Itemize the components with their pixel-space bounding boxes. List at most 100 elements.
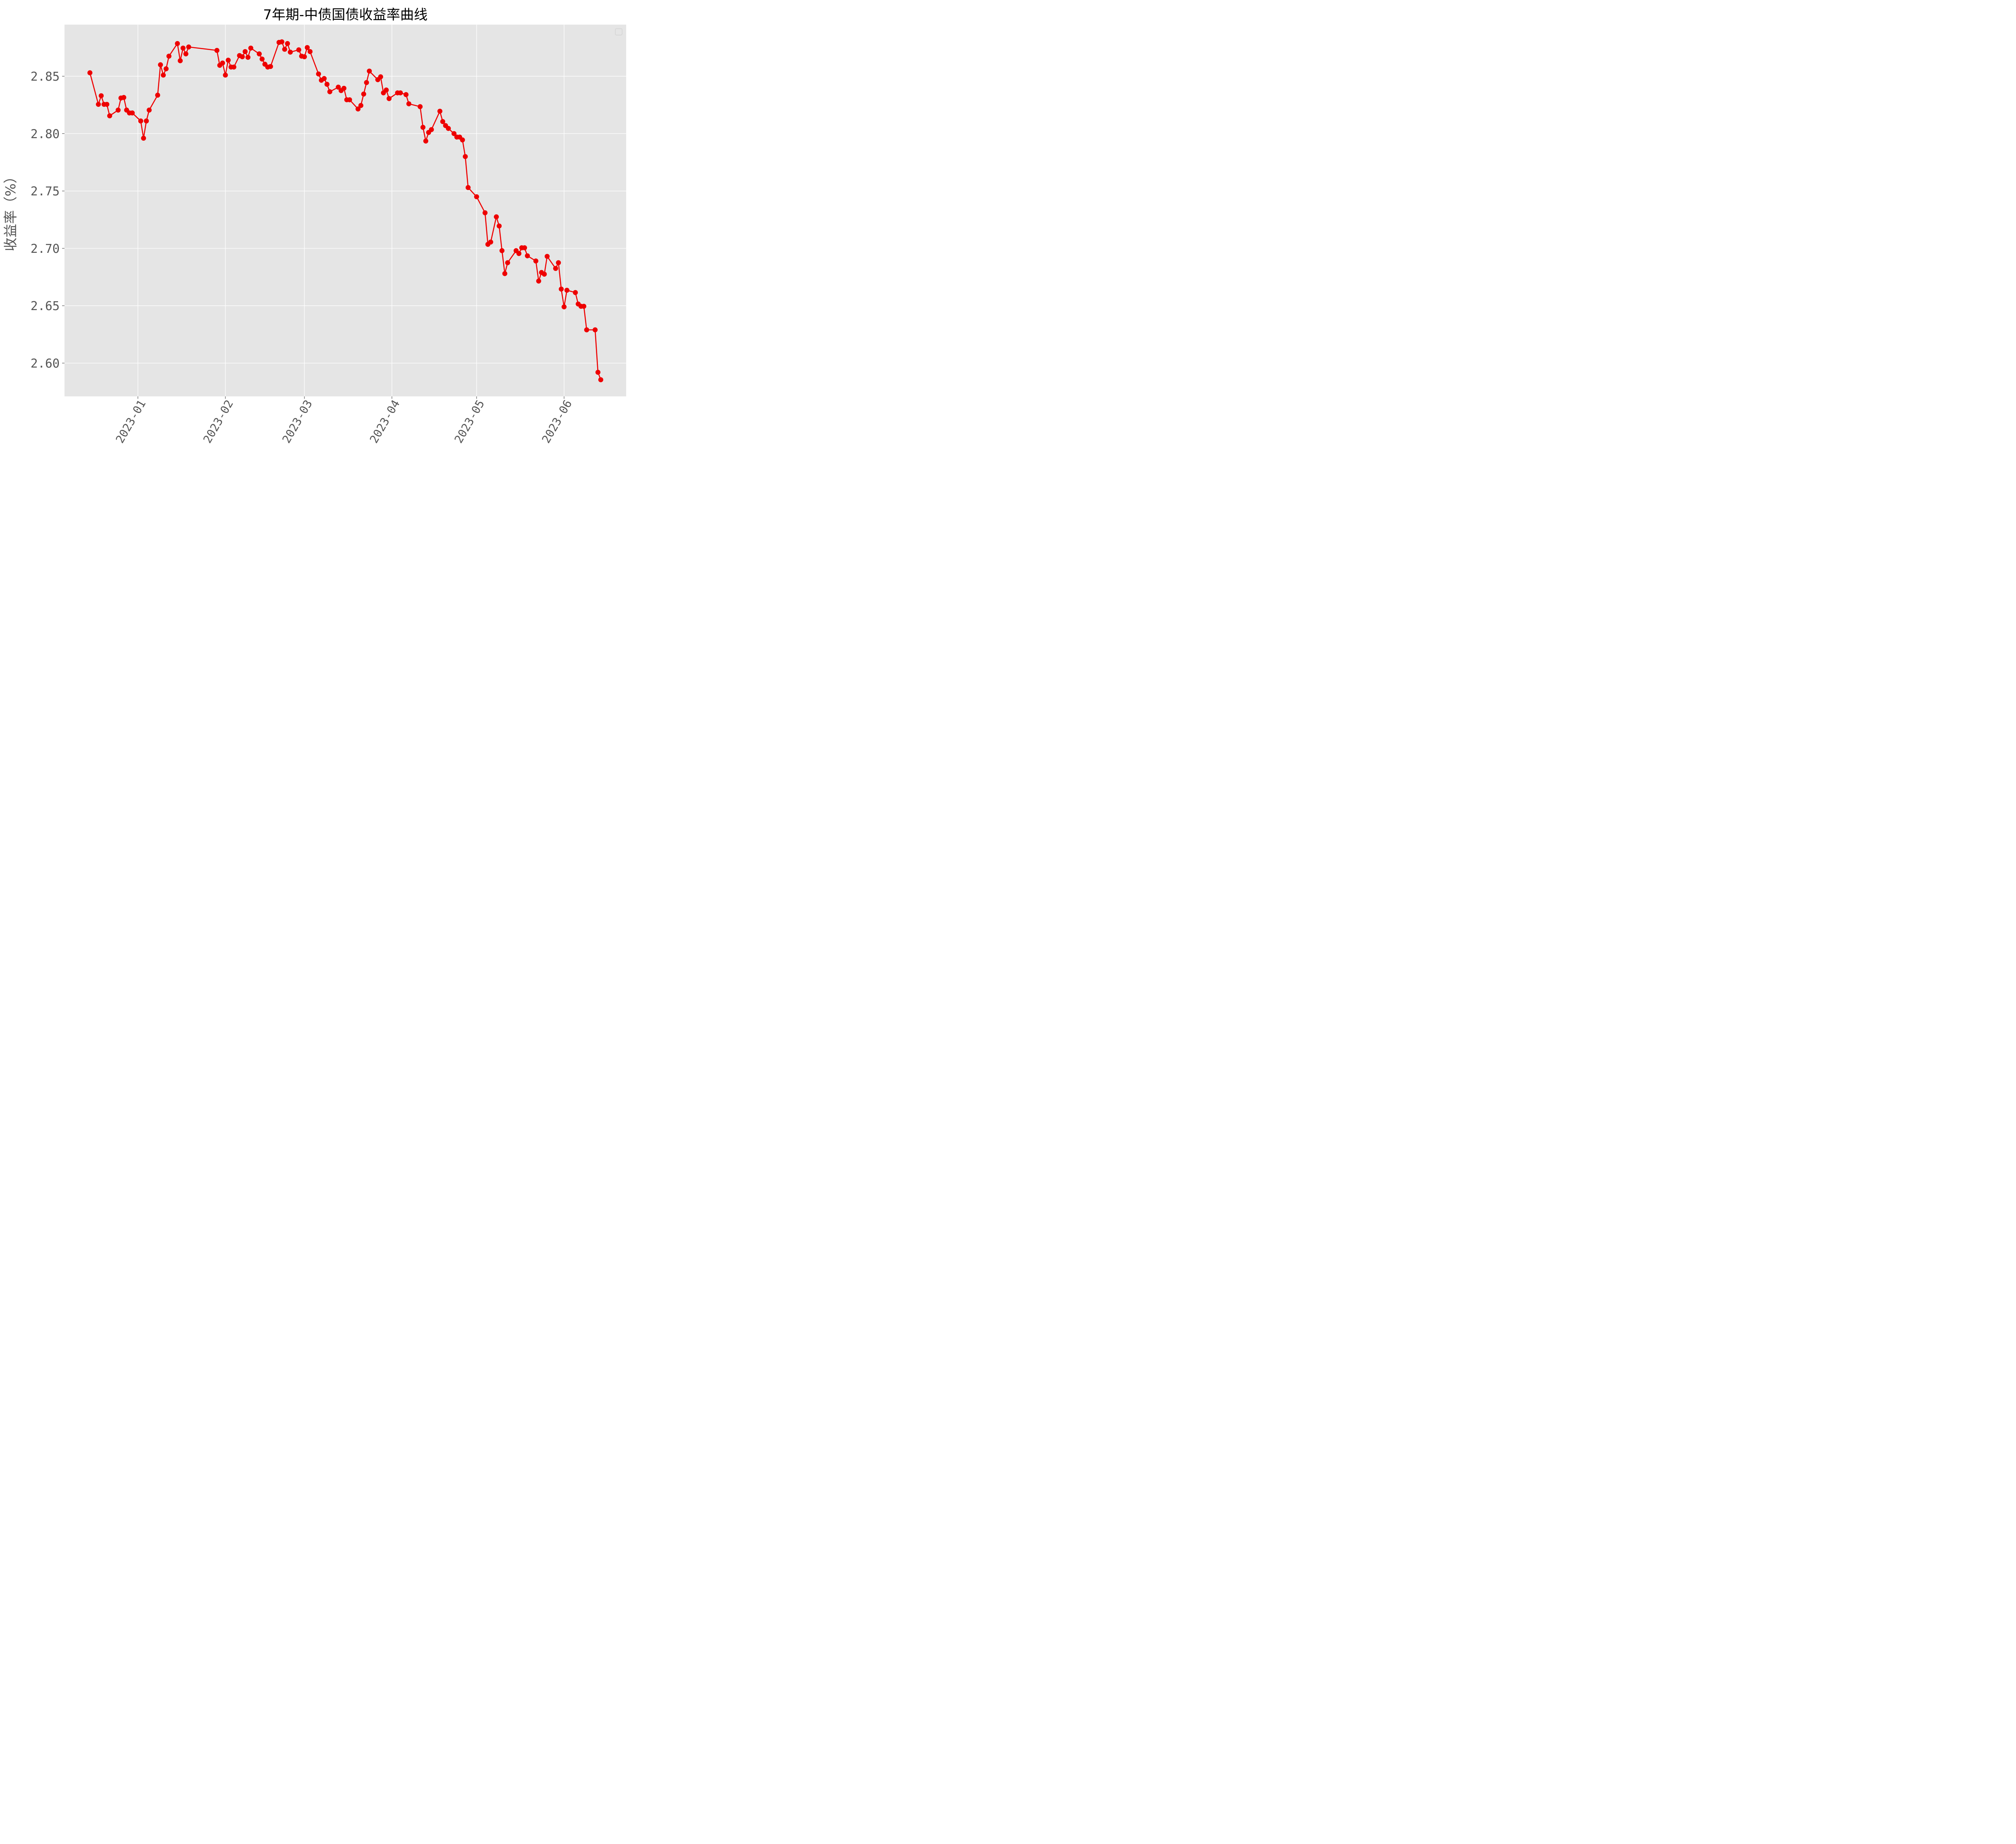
- data-point: [541, 271, 547, 277]
- data-point: [285, 41, 290, 46]
- data-point: [598, 377, 604, 382]
- data-point: [316, 71, 321, 77]
- data-point: [282, 47, 287, 52]
- x-axis-ticks: 2023-01 2023-02 2023-03 2023-04 2023-05 2023-…: [113, 396, 575, 446]
- data-point: [516, 251, 522, 256]
- data-point: [279, 39, 285, 44]
- data-point: [296, 47, 302, 52]
- data-point: [220, 60, 225, 66]
- data-point: [335, 84, 341, 90]
- data-point: [240, 54, 245, 59]
- data-point: [138, 118, 144, 124]
- data-point: [423, 138, 429, 144]
- x-tick-label: 2023-02: [200, 398, 236, 446]
- data-point: [256, 51, 262, 56]
- plot-area: [65, 25, 626, 396]
- y-tick-label: 2.80: [31, 127, 60, 141]
- data-point: [533, 258, 539, 264]
- data-point: [474, 194, 479, 200]
- data-point: [327, 89, 333, 94]
- data-point: [398, 90, 403, 96]
- data-point: [465, 185, 471, 190]
- chart-figure: 7年期-中债国债收益率曲线 2.60 2.65 2.70 2.75 2.80 2.85 2…: [0, 0, 633, 461]
- data-point: [581, 304, 587, 309]
- data-point: [494, 214, 499, 219]
- data-point: [321, 76, 327, 81]
- data-point: [158, 62, 163, 67]
- data-point: [223, 73, 228, 78]
- data-point: [361, 92, 367, 97]
- data-point: [573, 290, 578, 295]
- y-tick-label: 2.70: [31, 242, 60, 256]
- data-point: [403, 92, 409, 97]
- line-chart: 7年期-中债国债收益率曲线 2.60 2.65 2.70 2.75 2.80 2.85 2…: [3, 7, 626, 446]
- data-point: [488, 240, 494, 245]
- data-point: [595, 370, 601, 375]
- data-point: [146, 107, 152, 113]
- data-point: [245, 54, 251, 60]
- data-point: [446, 126, 451, 131]
- data-point: [248, 46, 254, 51]
- x-tick-label: 2023-05: [452, 398, 487, 446]
- data-point: [183, 51, 189, 56]
- data-point: [544, 254, 550, 259]
- series-yield: [87, 39, 604, 382]
- data-point: [231, 65, 237, 70]
- data-point: [460, 137, 465, 143]
- data-point: [242, 49, 248, 54]
- data-point: [160, 73, 166, 78]
- data-point: [87, 70, 93, 75]
- data-point: [462, 154, 468, 159]
- y-axis-label: 收益率（%）: [3, 170, 19, 251]
- data-point: [553, 266, 558, 271]
- data-point: [502, 271, 508, 276]
- data-point: [451, 131, 457, 136]
- data-point: [177, 58, 183, 63]
- data-point: [115, 107, 121, 113]
- data-point: [129, 110, 135, 116]
- x-tick-label: 2023-03: [279, 398, 315, 446]
- x-tick-label: 2023-04: [367, 398, 402, 446]
- data-point: [386, 96, 392, 101]
- data-point: [482, 210, 488, 215]
- y-tick-label: 2.85: [31, 70, 60, 84]
- data-point: [225, 58, 231, 63]
- data-point: [141, 135, 146, 141]
- data-point: [268, 64, 273, 69]
- data-point: [522, 245, 527, 250]
- data-point: [564, 288, 570, 293]
- data-point: [584, 327, 589, 333]
- data-point: [417, 104, 423, 109]
- data-point: [302, 54, 307, 59]
- y-tick-label: 2.60: [31, 356, 60, 371]
- data-point: [347, 97, 352, 102]
- data-point: [505, 260, 510, 265]
- x-tick-label: 2023-01: [113, 398, 148, 446]
- data-point: [107, 113, 112, 119]
- data-point: [420, 125, 426, 130]
- y-tick-label: 2.65: [31, 299, 60, 313]
- data-point: [180, 46, 186, 51]
- data-point: [406, 101, 412, 106]
- grid-lines: [65, 25, 626, 396]
- data-point: [367, 69, 372, 74]
- data-point: [144, 118, 149, 124]
- x-tick-label: 2023-06: [539, 398, 575, 446]
- data-point: [355, 106, 361, 112]
- data-point: [214, 48, 220, 53]
- data-point: [121, 95, 127, 100]
- data-point: [259, 56, 265, 62]
- data-point: [496, 223, 502, 229]
- data-point: [186, 44, 192, 50]
- data-point: [383, 88, 389, 93]
- data-point: [341, 85, 347, 91]
- data-point: [558, 286, 564, 292]
- data-point: [556, 260, 561, 265]
- data-point: [155, 92, 160, 98]
- y-axis-ticks: 2.60 2.65 2.70 2.75 2.80 2.85: [31, 70, 65, 371]
- chart-title: 7年期-中债国债收益率曲线: [263, 7, 428, 23]
- data-point: [536, 278, 541, 284]
- data-point: [96, 102, 101, 107]
- data-point: [429, 127, 434, 132]
- data-point: [287, 50, 293, 55]
